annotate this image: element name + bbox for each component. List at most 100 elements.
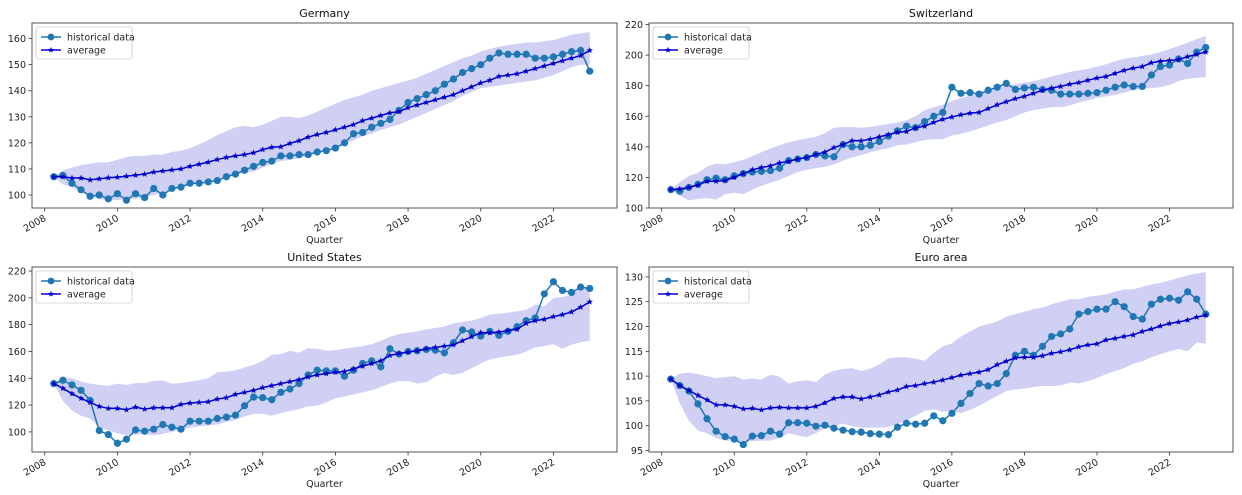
average-point [277, 380, 285, 387]
legend-historical-label: historical data [684, 277, 752, 288]
average-point [921, 122, 928, 129]
average-point [1021, 353, 1028, 361]
y-tick-label: 150 [8, 60, 26, 71]
historical-data-point [939, 108, 947, 117]
historical-data-point [168, 184, 176, 193]
average-point [966, 370, 974, 377]
average-point [86, 176, 94, 183]
chart-switzerland: 100 120 140 160 180 200 220 2008 2010 2012 2014 201… [625, 7, 1234, 246]
historical-data-point [159, 191, 167, 199]
average-point [1184, 53, 1191, 60]
average-point [559, 57, 566, 64]
historical-data-point [240, 166, 249, 174]
x-axis-label: Quarter [923, 235, 960, 246]
historical-data-point [177, 183, 185, 191]
y-tick-label: 160 [8, 347, 26, 358]
average-point [432, 96, 439, 103]
historical-data-point [150, 425, 158, 433]
average-point [168, 404, 176, 411]
average-point [1120, 67, 1128, 74]
plot-area [667, 271, 1210, 449]
average-point [577, 52, 584, 59]
axes-frame [31, 266, 618, 453]
average-point [767, 162, 774, 169]
average-point [268, 382, 276, 389]
average-point [95, 403, 103, 410]
historical-data-point [313, 148, 321, 156]
average-point [295, 376, 303, 383]
historical-data-point [1048, 332, 1056, 341]
historical-data-point [812, 422, 820, 430]
historical-data-point [984, 86, 992, 94]
y-tick-label: 105 [625, 396, 643, 407]
chart-title: Germany [299, 7, 350, 20]
average-point [468, 333, 475, 340]
legend-box [35, 26, 133, 60]
historical-data-point [468, 64, 476, 73]
average-point [839, 393, 847, 400]
historical-data-point [268, 396, 276, 404]
historical-data-point [703, 415, 711, 423]
average-point [703, 177, 711, 184]
y-tick-label: 120 [625, 322, 643, 333]
historical-data-point [586, 67, 594, 75]
historical-data-point [413, 94, 421, 103]
historical-data-point [59, 376, 67, 384]
historical-data-point [213, 177, 221, 185]
average-point [223, 394, 230, 401]
average-point [1003, 98, 1010, 105]
historical-data-point [794, 419, 802, 427]
x-tick-label: 2016 [312, 457, 338, 479]
historical-data-point [921, 118, 929, 126]
average-point [712, 177, 720, 184]
x-tick-label: 2020 [1074, 457, 1100, 479]
average-point [513, 70, 521, 77]
x-tick-label: 2014 [856, 213, 882, 235]
x-tick-label: 2010 [711, 213, 737, 235]
historical-data-point [785, 419, 793, 427]
average-point [223, 154, 230, 161]
average-point [177, 165, 185, 172]
average-point [966, 109, 974, 116]
average-point [821, 148, 829, 155]
average-point [1030, 353, 1037, 361]
average-point [204, 158, 212, 165]
average-point [1111, 335, 1119, 342]
x-tick-label: 2020 [458, 457, 484, 479]
historical-data-point [803, 419, 811, 427]
average-point [767, 404, 774, 411]
legend-historical-marker [47, 33, 55, 41]
historical-data-point [458, 326, 467, 334]
y-tick-label: 100 [8, 190, 26, 201]
historical-data-point [586, 284, 594, 293]
x-tick-label: 2012 [784, 213, 810, 235]
average-point [159, 404, 167, 411]
average-point [1193, 313, 1200, 320]
average-point [132, 403, 139, 410]
chart-euro-area: 95 100 105 110 115 120 125 130 2008 2010 2012 2014 2… [625, 251, 1234, 490]
y-tick-label: 220 [8, 267, 26, 278]
average-point [295, 137, 303, 144]
average-point [141, 405, 148, 412]
average-point [839, 141, 847, 148]
historical-data-point [567, 288, 576, 297]
average-point [676, 382, 684, 389]
historical-data-point [204, 178, 212, 186]
historical-data-point [1093, 305, 1101, 313]
historical-data-point [839, 426, 847, 434]
average-point [450, 341, 457, 348]
historical-data-point [95, 191, 103, 199]
average-point [993, 361, 1001, 368]
historical-data-point [277, 152, 285, 160]
average-point [150, 404, 157, 411]
historical-data-point [540, 54, 548, 62]
historical-data-point [1020, 347, 1029, 355]
historical-data-point [141, 427, 149, 435]
average-point [304, 373, 312, 380]
average-point [495, 73, 503, 80]
average-point [232, 390, 239, 398]
average-point [413, 347, 421, 354]
average-point [141, 170, 148, 177]
historical-data-point [1120, 303, 1128, 311]
